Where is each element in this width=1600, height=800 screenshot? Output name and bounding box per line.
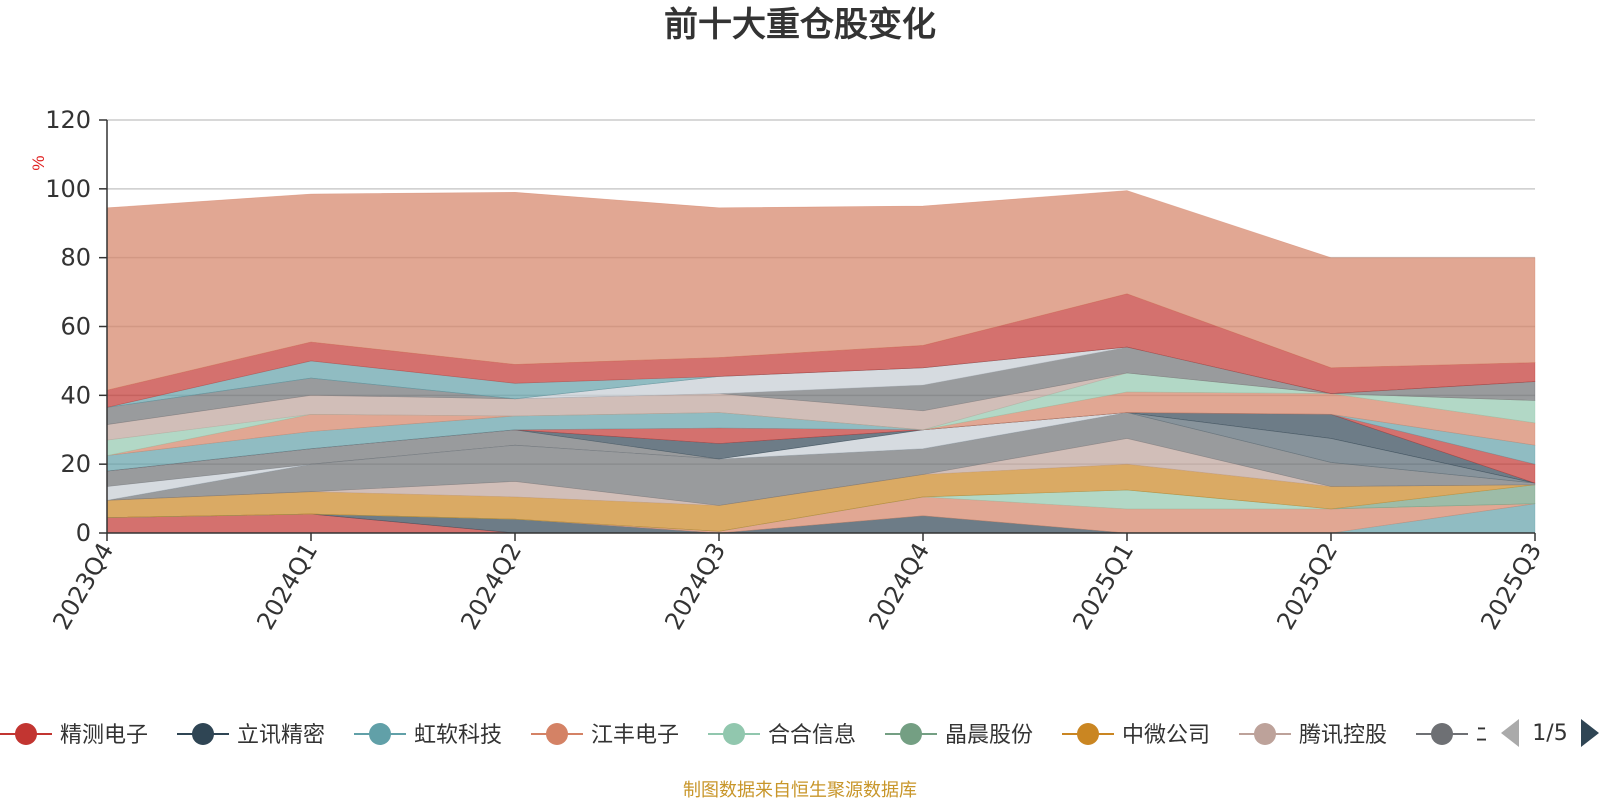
legend-item-立讯精密[interactable]: 立讯精密 (177, 723, 325, 748)
legend-item-中微公司[interactable]: 中微公司 (1062, 723, 1210, 748)
y-tick-label: 40 (60, 381, 91, 409)
legend: 精测电子 立讯精密 虹软科技 江丰电子 合合信息 晶晨股份 中微公司 腾讯控股 ﾆ (0, 723, 1487, 748)
y-tick-label: 120 (45, 106, 91, 134)
legend-label: 江丰电子 (591, 723, 679, 748)
y-tick-label: 100 (45, 175, 91, 203)
legend-label: 晶晨股份 (945, 723, 1033, 748)
x-tick-label: 2023Q4 (47, 538, 119, 634)
area-series (106, 190, 1536, 534)
legend-label: 腾讯控股 (1299, 723, 1387, 748)
legend-label-truncated: ﾆ (1476, 723, 1487, 748)
legend-label: 中微公司 (1122, 723, 1210, 748)
x-tick-label: 2025Q3 (1475, 538, 1547, 634)
legend-next-arrow-icon[interactable] (1581, 719, 1599, 747)
legend-pager: 1/5 (1501, 719, 1599, 747)
legend-item-晶晨股份[interactable]: 晶晨股份 (885, 723, 1033, 748)
legend-marker-icon (1254, 723, 1276, 745)
legend-item-江丰电子[interactable]: 江丰电子 (531, 723, 679, 748)
legend-marker-icon (1077, 723, 1099, 745)
source-note: 制图数据来自恒生聚源数据库 (683, 780, 917, 800)
x-tick-label: 2024Q2 (455, 538, 527, 634)
legend-marker-icon (15, 723, 37, 745)
y-axis-label: % (29, 155, 48, 170)
legend-marker-icon (1431, 723, 1453, 745)
legend-item-合合信息[interactable]: 合合信息 (708, 723, 856, 748)
legend-marker-icon (546, 723, 568, 745)
legend-marker-icon (723, 723, 745, 745)
x-tick-label: 2024Q1 (251, 538, 323, 634)
area-series-其他[interactable] (106, 190, 1536, 391)
y-tick-label: 0 (76, 519, 91, 547)
x-tick-label: 2025Q2 (1271, 538, 1343, 634)
legend-marker-icon (900, 723, 922, 745)
x-tick-label: 2024Q4 (863, 538, 935, 634)
legend-marker-icon (369, 723, 391, 745)
legend-item-虹软科技[interactable]: 虹软科技 (354, 723, 502, 748)
legend-item-腾讯控股[interactable]: 腾讯控股 (1239, 723, 1387, 748)
legend-prev-arrow-icon[interactable] (1501, 719, 1519, 747)
legend-label: 虹软科技 (414, 723, 502, 748)
legend-label: 合合信息 (768, 723, 856, 748)
chart-title: 前十大重仓股变化 (664, 5, 936, 45)
legend-page-indicator: 1/5 (1532, 721, 1567, 746)
y-tick-label: 80 (60, 244, 91, 272)
legend-item-精测电子[interactable]: 精测电子 (0, 723, 148, 748)
legend-label: 立讯精密 (237, 723, 325, 748)
legend-marker-icon (192, 723, 214, 745)
x-tick-label: 2025Q1 (1067, 538, 1139, 634)
y-tick-label: 20 (60, 450, 91, 478)
legend-item-北方华创[interactable]: ﾆ (1416, 723, 1487, 748)
legend-label: 精测电子 (60, 723, 148, 748)
y-tick-label: 60 (60, 313, 91, 341)
x-tick-label: 2024Q3 (659, 538, 731, 634)
